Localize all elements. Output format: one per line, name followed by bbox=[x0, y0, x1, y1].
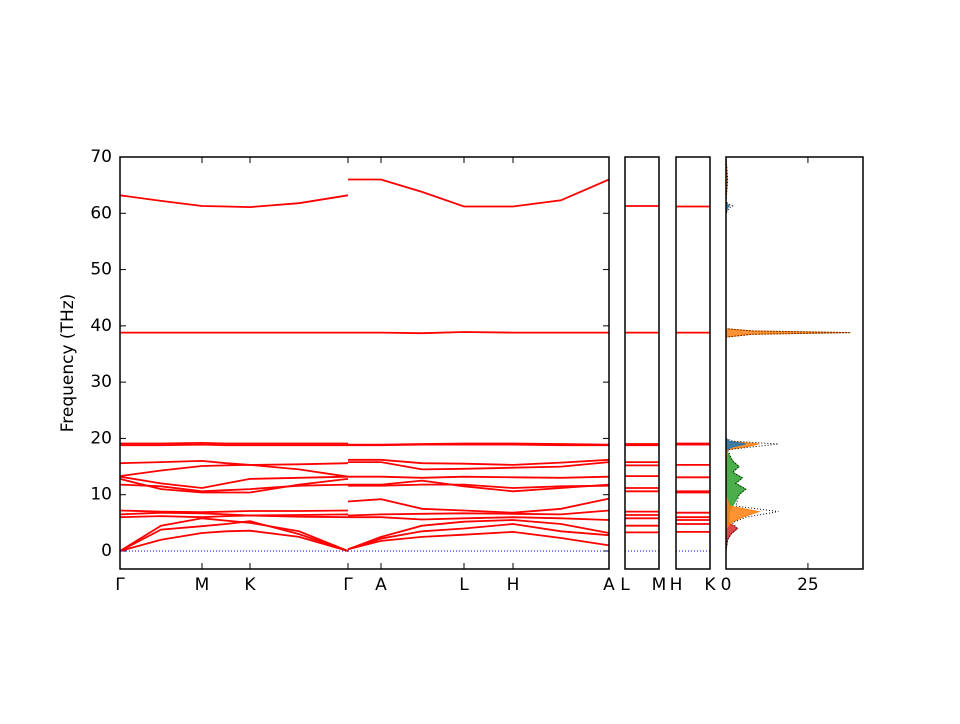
band bbox=[119, 514, 610, 521]
band bbox=[119, 497, 610, 514]
band bbox=[119, 517, 610, 552]
x-tick-label: M bbox=[195, 575, 210, 595]
y-tick-label: 0 bbox=[101, 541, 112, 561]
dos-curve bbox=[725, 156, 851, 552]
plot-frame bbox=[624, 156, 660, 570]
band bbox=[119, 509, 610, 517]
x-tick-label: L bbox=[620, 575, 630, 595]
plot-frame bbox=[675, 156, 711, 570]
x-tick-label: M bbox=[652, 575, 667, 595]
x-tick-label: K bbox=[244, 575, 256, 595]
x-tick-label: Γ bbox=[115, 575, 125, 595]
plot-frame bbox=[119, 156, 610, 570]
x-tick-label: L bbox=[459, 575, 469, 595]
y-axis-label: Frequency (THz) bbox=[58, 294, 78, 433]
band bbox=[119, 478, 610, 494]
y-tick-label: 30 bbox=[90, 372, 112, 392]
dos-curve bbox=[725, 157, 747, 551]
y-tick-label: 50 bbox=[90, 260, 112, 280]
band bbox=[119, 458, 610, 466]
y-tick-label: 70 bbox=[90, 147, 112, 167]
x-tick-label: Γ bbox=[343, 575, 353, 595]
plot-frame bbox=[725, 156, 864, 570]
band bbox=[119, 483, 610, 493]
y-tick-label: 10 bbox=[90, 485, 112, 505]
x-tick-label: K bbox=[704, 575, 716, 595]
band bbox=[120, 443, 609, 447]
band bbox=[119, 529, 610, 552]
y-tick-label: 60 bbox=[90, 203, 112, 223]
x-tick-label: 25 bbox=[797, 575, 819, 595]
band bbox=[120, 331, 609, 335]
x-tick-label: A bbox=[603, 575, 615, 595]
y-tick-label: 40 bbox=[90, 316, 112, 336]
x-tick-label: 0 bbox=[721, 575, 732, 595]
y-tick-label: 20 bbox=[90, 428, 112, 448]
band bbox=[119, 461, 610, 478]
band bbox=[119, 178, 610, 209]
x-tick-label: A bbox=[375, 575, 387, 595]
dos-curve bbox=[725, 156, 851, 551]
x-tick-label: H bbox=[670, 575, 683, 595]
x-tick-label: H bbox=[507, 575, 520, 595]
band bbox=[119, 475, 610, 489]
band bbox=[119, 520, 610, 552]
